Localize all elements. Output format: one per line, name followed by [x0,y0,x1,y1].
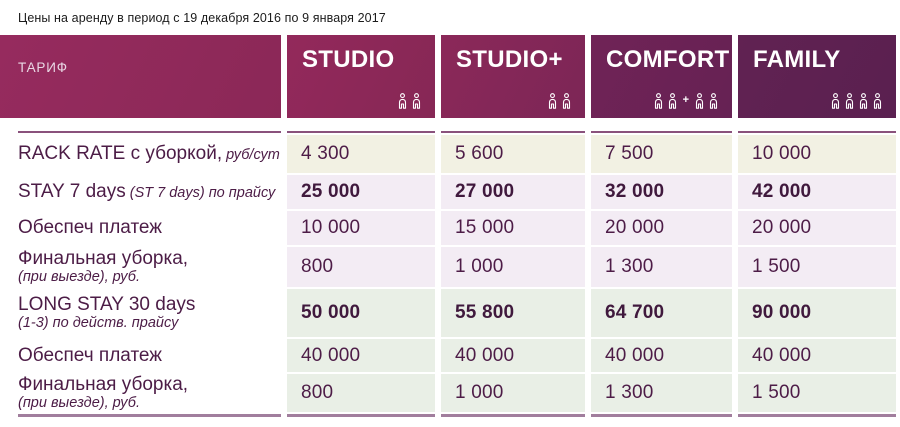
price-cell: 1 500 [738,247,896,287]
tariff-label: ТАРИФ [18,60,68,75]
price-cell: 1 000 [441,247,585,287]
price-cell: 1 000 [441,374,585,412]
row-label-final-cleaning-7: Финальная уборка, (при выезде), руб. [0,247,281,287]
person-icon [548,93,557,109]
table-top-border [738,131,896,133]
row-label-final-cleaning-30: Финальная уборка, (при выезде), руб. [0,374,281,412]
column-title-studio: STUDIO [302,46,395,73]
row-label-rack-rate: RACK RATE с уборкой, руб/сут [0,135,281,173]
price-cell: 40 000 [738,339,896,372]
table-bottom-border [738,414,896,417]
column-title-comfort: COMFORT [606,46,730,73]
column-title-family: FAMILY [753,46,841,73]
price-cell: 4 300 [287,135,435,173]
price-cell: 50 000 [287,289,435,337]
price-cell: 25 000 [287,175,435,209]
price-cell: 40 000 [441,339,585,372]
person-icon [859,93,868,109]
header-studio-cell: STUDIO [287,35,435,118]
column-title-studio-plus: STUDIO+ [456,46,563,73]
row-label-deposit-7: Обеспеч платеж [0,211,281,245]
occupancy-icons [547,93,572,109]
price-cell: 20 000 [738,211,896,245]
price-cell: 1 300 [591,374,732,412]
row-label-deposit-30: Обеспеч платеж [0,339,281,372]
table-header: ТАРИФ STUDIO STUDIO+ COMFORT + FAMILY [0,35,896,118]
price-cell: 27 000 [441,175,585,209]
table-bottom-border [18,414,281,417]
price-cell: 55 800 [441,289,585,337]
price-cell: 5 600 [441,135,585,173]
table-top-border [591,131,732,133]
person-icon [845,93,854,109]
person-icon [398,93,407,109]
table-top-border [18,131,281,133]
table-bottom-border [287,414,435,417]
price-cell: 800 [287,247,435,287]
person-icon [695,93,704,109]
price-cell: 64 700 [591,289,732,337]
header-tariff-cell: ТАРИФ [0,35,281,118]
price-cell: 90 000 [738,289,896,337]
price-cell: 20 000 [591,211,732,245]
person-icon [709,93,718,109]
price-cell: 1 500 [738,374,896,412]
row-label-stay-7-days: STAY 7 days (ST 7 days) по прайсу [0,175,281,209]
row-label-long-stay-30-days: LONG STAY 30 days (1-3) по действ. прайс… [0,289,281,337]
price-cell: 40 000 [287,339,435,372]
price-cell: 32 000 [591,175,732,209]
occupancy-icons [397,93,422,109]
header-family-cell: FAMILY [738,35,896,118]
person-icon [873,93,882,109]
person-icon [831,93,840,109]
price-cell: 800 [287,374,435,412]
table-top-border [287,131,435,133]
occupancy-icons: + [653,93,719,109]
header-studio-plus-cell: STUDIO+ [441,35,585,118]
price-cell: 7 500 [591,135,732,173]
price-cell: 1 300 [591,247,732,287]
occupancy-icons [830,93,883,109]
page-title: Цены на аренду в период с 19 декабря 201… [18,11,386,25]
table-top-border [441,131,585,133]
table-bottom-border [441,414,585,417]
person-icon [668,93,676,109]
price-cell: 10 000 [287,211,435,245]
plus-sign: + [682,94,689,106]
table-body: RACK RATE с уборкой, руб/сут 4 300 5 600 … [0,131,896,417]
price-cell: 40 000 [591,339,732,372]
price-cell: 10 000 [738,135,896,173]
person-icon [562,93,571,109]
price-cell: 42 000 [738,175,896,209]
person-icon [412,93,421,109]
price-cell: 15 000 [441,211,585,245]
header-comfort-cell: COMFORT + [591,35,732,118]
table-bottom-border [591,414,732,417]
person-icon [654,93,662,109]
